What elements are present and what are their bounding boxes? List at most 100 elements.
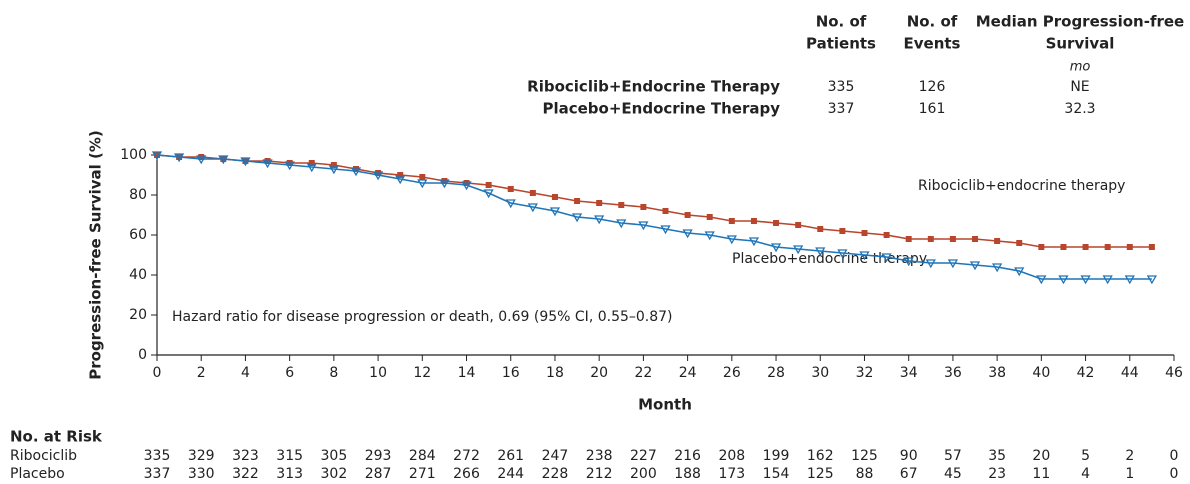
risk-count: 261 <box>497 448 524 464</box>
risk-count: 88 <box>856 466 874 482</box>
x-axis-label: Month <box>638 396 692 414</box>
risk-count: 199 <box>763 448 790 464</box>
risk-count: 302 <box>321 466 348 482</box>
annotation: Hazard ratio for disease progression or … <box>172 309 673 325</box>
header: Survival <box>1046 35 1115 53</box>
risk-count: 1 <box>1125 466 1134 482</box>
censor-mark <box>660 225 671 235</box>
risk-count: 57 <box>944 448 962 464</box>
censor-mark <box>1036 275 1047 285</box>
risk-count: 154 <box>763 466 790 482</box>
censor-mark <box>397 172 404 178</box>
risk-count: 212 <box>586 466 613 482</box>
line-label: Ribociclib+endocrine therapy <box>918 178 1125 194</box>
censor-mark <box>1104 244 1111 250</box>
cell: 335 <box>828 79 855 95</box>
censor-mark <box>1080 275 1091 285</box>
censor-mark <box>1060 244 1067 250</box>
censor-mark <box>704 231 715 241</box>
risk-count: 90 <box>900 448 918 464</box>
y-tick-label: 60 <box>129 227 147 243</box>
risk-count: 208 <box>718 448 745 464</box>
censor-mark <box>1126 244 1133 250</box>
censor-mark <box>417 179 428 189</box>
risk-count: 227 <box>630 448 657 464</box>
censor-mark <box>861 230 868 236</box>
x-tick-label: 34 <box>900 365 918 381</box>
censor-mark <box>463 180 470 186</box>
y-tick-label: 40 <box>129 267 147 283</box>
censor-mark <box>925 259 936 269</box>
x-tick-label: 40 <box>1032 365 1050 381</box>
x-tick-label: 42 <box>1077 365 1095 381</box>
risk-count: 45 <box>944 466 962 482</box>
risk-count: 228 <box>542 466 569 482</box>
x-tick-label: 4 <box>241 365 250 381</box>
x-tick-label: 38 <box>988 365 1006 381</box>
censor-mark <box>618 202 625 208</box>
x-tick-label: 22 <box>634 365 652 381</box>
censor-mark <box>726 235 737 245</box>
risk-count: 173 <box>718 466 745 482</box>
x-tick-label: 44 <box>1121 365 1139 381</box>
y-tick-label: 100 <box>120 147 147 163</box>
x-tick-label: 26 <box>723 365 741 381</box>
risk-count: 162 <box>807 448 834 464</box>
censor-mark <box>483 189 494 199</box>
risk-count: 313 <box>276 466 303 482</box>
censor-mark <box>151 151 163 161</box>
censor-mark <box>529 190 536 196</box>
censor-mark <box>439 179 450 189</box>
censor-mark <box>375 170 382 176</box>
x-tick-label: 28 <box>767 365 785 381</box>
censor-mark <box>507 186 514 192</box>
censor-mark <box>883 232 890 238</box>
header: No. of <box>816 13 867 31</box>
censor-mark <box>1148 244 1155 250</box>
censor-mark <box>972 236 979 242</box>
y-axis-label: Progression-free Survival (%) <box>87 130 105 380</box>
x-tick-label: 20 <box>590 365 608 381</box>
survival-curve <box>156 154 1152 280</box>
censor-mark <box>770 243 782 253</box>
risk-count: 0 <box>1170 466 1179 482</box>
censor-mark <box>773 220 780 226</box>
censor-mark <box>706 214 713 220</box>
censor-mark <box>750 218 757 224</box>
censor-mark <box>638 221 649 231</box>
row-name: Placebo+Endocrine Therapy <box>542 100 780 118</box>
censor-mark <box>352 166 359 172</box>
x-tick-label: 12 <box>413 365 431 381</box>
x-tick-label: 14 <box>458 365 476 381</box>
censor-mark <box>640 204 647 210</box>
censor-mark <box>903 257 914 267</box>
censor-mark <box>218 155 229 165</box>
censor-mark <box>795 222 802 228</box>
risk-count: 287 <box>365 466 392 482</box>
censor-mark <box>173 153 185 163</box>
censor-mark <box>839 228 846 234</box>
censor-mark <box>881 253 892 263</box>
risk-row-name: Ribociclib <box>10 448 77 464</box>
censor-mark <box>1014 267 1025 277</box>
censor-mark <box>574 198 581 204</box>
censor-mark <box>485 182 492 188</box>
censor-mark <box>1102 275 1113 285</box>
cell: 337 <box>828 101 855 117</box>
x-tick-label: 24 <box>679 365 697 381</box>
risk-count: 216 <box>674 448 701 464</box>
censor-mark <box>461 181 472 191</box>
censor-mark <box>262 159 273 169</box>
y-tick-label: 0 <box>138 347 147 363</box>
x-tick-label: 6 <box>285 365 294 381</box>
risk-count: 0 <box>1170 448 1179 464</box>
header: Median Progression-free <box>976 13 1184 31</box>
censor-mark <box>350 167 362 177</box>
censor-mark <box>748 237 760 247</box>
y-tick-label: 80 <box>129 187 147 203</box>
x-tick-label: 2 <box>197 365 206 381</box>
risk-count: 322 <box>232 466 259 482</box>
x-tick-label: 32 <box>856 365 874 381</box>
censor-mark <box>505 199 516 209</box>
